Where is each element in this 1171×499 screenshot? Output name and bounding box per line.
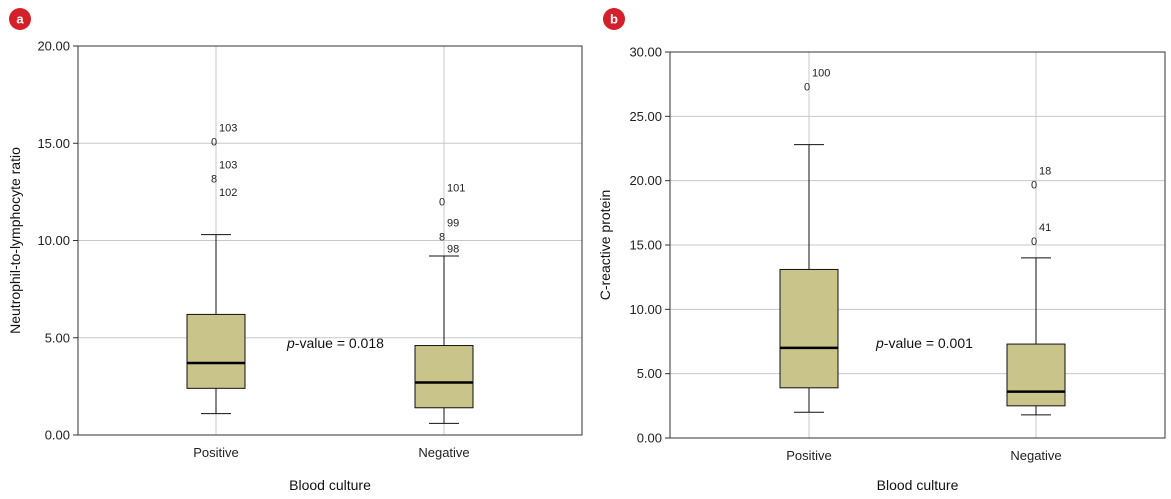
outlier-case-label: 98 [447, 243, 459, 255]
y-tick-label: 10.00 [629, 302, 662, 317]
panel-label-badge: b [603, 8, 625, 30]
y-tick-label: 15.00 [37, 136, 70, 151]
outlier-marker: 0 [439, 197, 445, 209]
iqr-box [1006, 343, 1066, 407]
y-tick-label: 20.00 [629, 173, 662, 188]
outlier-case-label: 102 [219, 187, 237, 199]
outlier-case-label: 103 [219, 159, 237, 171]
p-value-annotation: p-value = 0.018 [286, 335, 384, 351]
outlier-case-label: 101 [447, 183, 465, 195]
p-value-annotation: p-value = 0.001 [875, 335, 973, 351]
outlier-case-label: 100 [812, 68, 830, 80]
y-tick-label: 25.00 [629, 109, 662, 124]
outlier-marker: 8 [211, 173, 217, 185]
y-tick-label: 10.00 [37, 233, 70, 248]
iqr-box [414, 345, 474, 409]
outlier-case-label: 99 [447, 218, 459, 230]
outlier-marker: 8 [439, 232, 445, 244]
y-axis-title: C-reactive protein [597, 190, 613, 301]
y-tick-label: 15.00 [629, 238, 662, 253]
outlier-marker: 0 [211, 136, 217, 148]
x-tick-label: Positive [786, 448, 832, 463]
x-tick-label: Positive [193, 445, 239, 460]
p-symbol: p [286, 335, 295, 351]
plot-frame [669, 51, 1166, 439]
panel-letter: b [610, 12, 618, 27]
outlier-marker: 0 [1031, 236, 1037, 248]
p-symbol: p [875, 335, 884, 351]
plot-frame [77, 45, 583, 436]
y-axis-title: Neutrophil-to-lymphocyte ratio [7, 147, 23, 334]
x-tick-label: Negative [1010, 448, 1061, 463]
panel-badge-circle [9, 8, 31, 30]
chart-panel-a: a0.005.0010.0015.0020.0001038103102Posit… [7, 8, 583, 493]
y-tick-label: 5.00 [45, 330, 70, 345]
outlier-marker: 0 [1031, 180, 1037, 192]
x-axis-title: Blood culture [877, 477, 959, 493]
iqr-box [779, 268, 839, 389]
p-value-text: -value = 0.018 [295, 335, 384, 351]
outlier-marker: 0 [804, 82, 810, 94]
y-tick-label: 5.00 [637, 366, 662, 381]
panel-label-badge: a [9, 8, 31, 30]
iqr-box [186, 313, 246, 389]
outlier-case-label: 18 [1039, 166, 1051, 178]
panel-badge-circle [603, 8, 625, 30]
y-tick-label: 0.00 [45, 428, 70, 443]
outlier-case-label: 41 [1039, 222, 1051, 234]
panel-letter: a [16, 12, 24, 27]
chart-panel-b: b0.005.0010.0015.0020.0025.0030.000100Po… [597, 8, 1166, 493]
y-tick-label: 30.00 [629, 45, 662, 60]
y-tick-label: 20.00 [37, 39, 70, 54]
outlier-case-label: 103 [219, 122, 237, 134]
x-axis-title: Blood culture [289, 477, 371, 493]
y-tick-label: 0.00 [637, 431, 662, 446]
x-tick-label: Negative [418, 445, 469, 460]
p-value-text: -value = 0.001 [884, 335, 973, 351]
